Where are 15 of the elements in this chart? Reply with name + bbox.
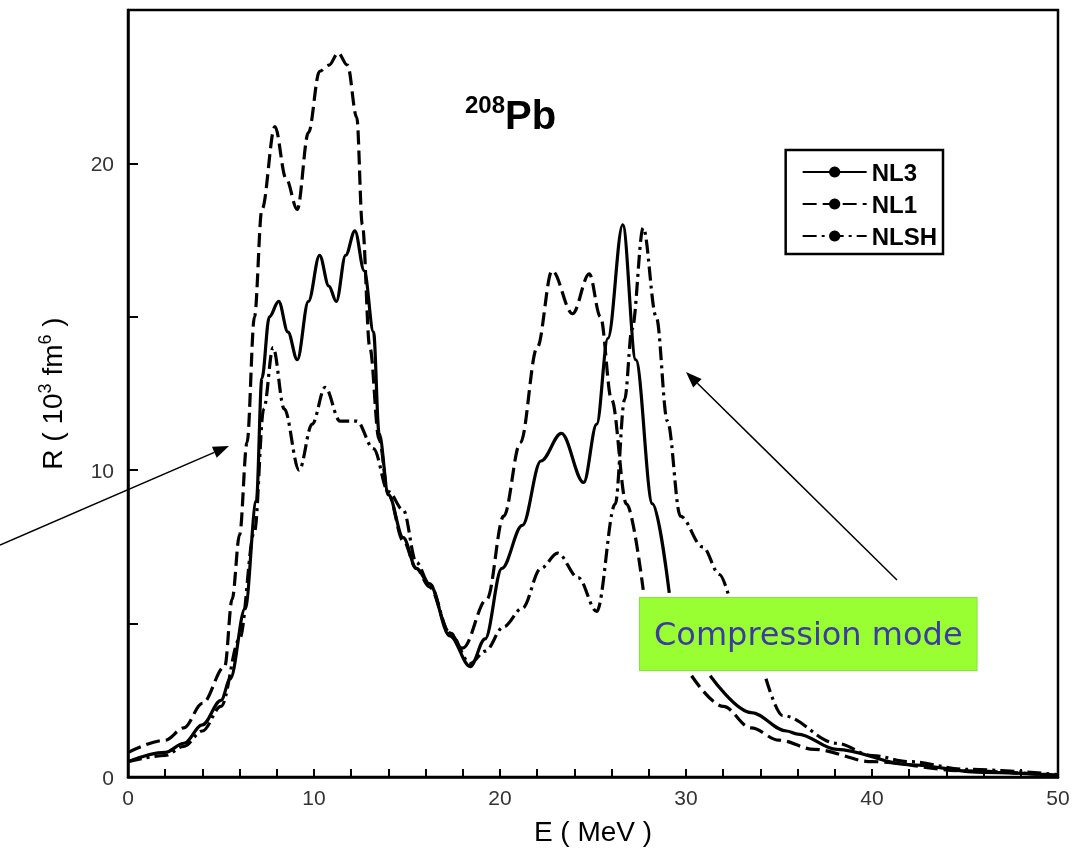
y-tick-label: 10 bbox=[90, 458, 114, 482]
x-tick-label: 10 bbox=[302, 786, 326, 809]
x-tick-label: 40 bbox=[860, 786, 884, 809]
legend-label: NLSH bbox=[871, 222, 938, 250]
x-tick-label: 50 bbox=[1046, 786, 1070, 809]
y-tick-label: 0 bbox=[102, 765, 114, 789]
y-axis-title: R ( 103 fm6 ) bbox=[35, 317, 68, 470]
legend-label: NL3 bbox=[871, 158, 918, 186]
annotation: Compression mode bbox=[654, 615, 963, 653]
x-axis-title: E ( MeV ) bbox=[533, 815, 653, 847]
x-tick-label: 0 bbox=[122, 786, 134, 809]
x-tick-label: 20 bbox=[488, 786, 512, 809]
y-tick-label: 20 bbox=[90, 151, 114, 175]
x-tick-label: 30 bbox=[674, 786, 698, 809]
legend-label: NL1 bbox=[871, 190, 918, 218]
